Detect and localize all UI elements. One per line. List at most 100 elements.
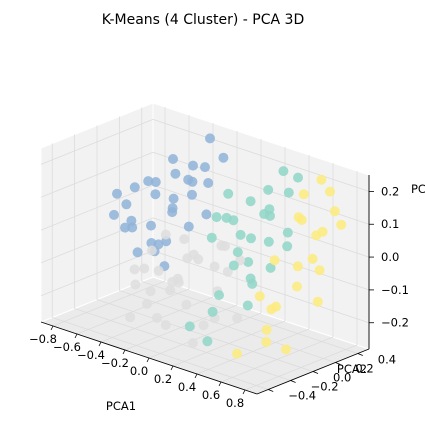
x-tick-label: 0.4: [178, 380, 196, 394]
data-point-cluster-2: [265, 262, 276, 273]
y-grid-line: [96, 299, 314, 372]
x-tick-label: −0.6: [53, 340, 81, 354]
data-point-cluster-3: [314, 265, 325, 276]
data-point-cluster-2: [221, 212, 232, 223]
data-point-cluster-2: [263, 184, 274, 195]
x-axis-label: PCA1: [106, 399, 136, 413]
data-point-cluster-0: [168, 154, 178, 164]
data-point-cluster-3: [298, 189, 309, 200]
data-point-cluster-0: [218, 152, 229, 163]
data-point-cluster-2: [293, 172, 303, 183]
data-point-cluster-2: [211, 212, 222, 223]
data-point-cluster-2: [206, 232, 217, 243]
x-tick-mark: [194, 373, 198, 379]
data-point-cluster-1: [125, 312, 136, 323]
data-point-cluster-0: [183, 221, 194, 232]
data-points: [109, 133, 347, 359]
data-point-cluster-0: [150, 177, 161, 187]
data-point-cluster-0: [201, 209, 212, 220]
data-point-cluster-3: [296, 215, 307, 225]
data-point-cluster-0: [126, 215, 137, 226]
z-grid-line: [40, 250, 154, 297]
data-point-cluster-0: [146, 238, 157, 248]
data-point-cluster-3: [266, 304, 277, 315]
data-point-cluster-2: [223, 188, 234, 199]
x-tick-label: 0.2: [154, 372, 172, 386]
data-point-cluster-2: [202, 336, 213, 347]
data-point-cluster-3: [312, 296, 323, 307]
data-point-cluster-0: [143, 176, 154, 187]
data-point-cluster-0: [205, 133, 215, 144]
data-point-cluster-2: [263, 236, 274, 247]
data-point-cluster-0: [187, 189, 197, 200]
data-point-cluster-0: [109, 209, 119, 220]
x-tick-mark: [50, 325, 54, 331]
z-axis-label: PC: [411, 182, 425, 196]
data-point-cluster-1: [160, 320, 171, 330]
y-tick-mark: [268, 389, 274, 392]
y-tick-label: 0.4: [378, 353, 396, 367]
data-point-cluster-1: [179, 234, 190, 245]
data-point-cluster-3: [317, 226, 328, 237]
x-tick-label: −0.2: [101, 356, 129, 370]
data-point-cluster-3: [316, 174, 327, 185]
data-point-cluster-0: [188, 160, 198, 171]
data-point-cluster-2: [243, 257, 254, 267]
tick-labels: −0.8−0.6−0.4−0.20.00.20.40.60.8−0.4−0.20…: [29, 184, 409, 410]
data-point-cluster-0: [170, 168, 181, 179]
data-point-cluster-0: [203, 178, 214, 188]
y-tick-mark: [357, 353, 363, 356]
data-point-cluster-3: [329, 206, 340, 217]
z-tick-label: 0.2: [381, 184, 399, 198]
z-grid-line: [40, 184, 154, 231]
data-point-cluster-0: [150, 189, 161, 200]
x-tick-label: −0.8: [29, 332, 57, 346]
data-point-cluster-1: [146, 245, 157, 256]
chart-title: K-Means (4 Cluster) - PCA 3D: [102, 12, 305, 28]
y-tick-label: −0.2: [311, 380, 339, 394]
data-point-cluster-2: [283, 187, 294, 198]
data-point-cluster-0: [200, 162, 210, 173]
data-point-cluster-3: [254, 291, 265, 302]
data-point-cluster-1: [181, 299, 192, 310]
data-point-cluster-2: [246, 233, 256, 244]
data-point-cluster-1: [220, 241, 230, 252]
z-grid-line: [40, 119, 154, 165]
data-point-cluster-1: [160, 229, 171, 240]
data-point-cluster-1: [188, 249, 199, 260]
data-point-cluster-1: [129, 264, 140, 275]
y-grid-line: [74, 308, 291, 381]
data-point-cluster-3: [307, 253, 318, 264]
data-point-cluster-0: [112, 188, 122, 199]
y-grid-line: [119, 290, 336, 363]
data-point-cluster-1: [209, 261, 220, 272]
data-point-cluster-1: [153, 265, 164, 276]
data-point-cluster-2: [278, 166, 289, 177]
x-tick-mark: [98, 341, 102, 347]
y-tick-mark: [290, 380, 296, 383]
data-point-cluster-1: [130, 279, 141, 290]
data-point-cluster-0: [121, 199, 132, 210]
z-grid-line: [152, 119, 370, 192]
data-point-cluster-0: [146, 220, 156, 231]
data-point-cluster-1: [198, 320, 209, 331]
data-point-cluster-2: [245, 273, 256, 284]
data-point-cluster-3: [261, 324, 272, 335]
data-point-cluster-2: [214, 290, 224, 301]
data-point-cluster-1: [165, 285, 176, 296]
x-tick-mark: [146, 357, 150, 363]
y-axis-label: PCA2: [337, 362, 367, 376]
y-tick-mark: [312, 371, 319, 374]
x-tick-mark: [74, 333, 78, 339]
data-point-cluster-1: [145, 286, 156, 297]
data-point-cluster-0: [183, 174, 194, 185]
y-grid-line: [52, 317, 269, 390]
y-tick-mark: [335, 362, 341, 365]
data-point-cluster-2: [282, 227, 293, 238]
data-point-cluster-1: [232, 313, 243, 324]
data-point-cluster-2: [245, 196, 256, 207]
y-tick-label: 0.0: [333, 371, 351, 385]
x-tick-mark: [170, 365, 174, 371]
z-tick-label: 0.0: [381, 250, 399, 264]
